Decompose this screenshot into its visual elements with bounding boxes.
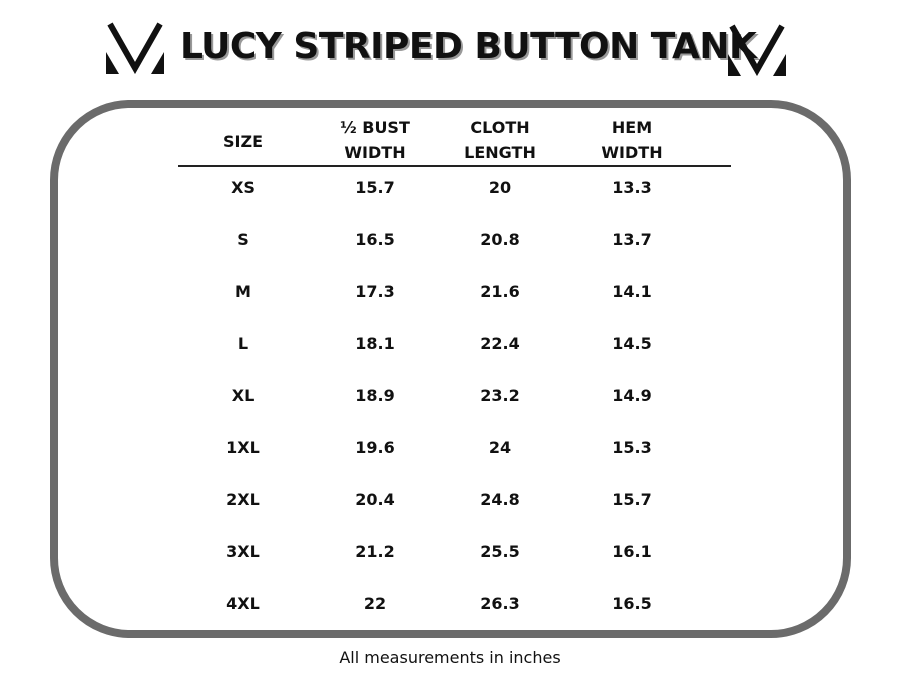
measurement-cell: 15.7	[612, 490, 652, 509]
page-title: LUCY STRIPED BUTTON TANK	[180, 26, 757, 67]
measurement-cell: 24.8	[480, 490, 520, 509]
measurement-cell: 22.4	[480, 334, 520, 353]
header-line: CLOTH	[470, 118, 530, 137]
size-label: S	[237, 230, 249, 249]
header-line: SIZE	[222, 132, 263, 151]
measurement-cell: 25.5	[480, 542, 520, 561]
header-line: WIDTH	[601, 143, 663, 162]
size-label: XS	[231, 178, 255, 197]
header-divider	[178, 165, 731, 167]
measurement-cell: 20.4	[355, 490, 395, 509]
column-header: HEM WIDTH	[562, 115, 702, 165]
size-label: M	[235, 282, 251, 301]
measurement-cell: 19.6	[355, 438, 395, 457]
measurement-cell: 26.3	[480, 594, 520, 613]
v-logo-icon	[106, 22, 164, 74]
size-label: L	[237, 334, 249, 353]
measurement-cell: 15.7	[355, 178, 395, 197]
measurement-cell: 17.3	[355, 282, 395, 301]
column-header: ½ BUST WIDTH	[305, 115, 445, 165]
header-line: HEM	[611, 118, 653, 137]
column-header: CLOTH LENGTH	[430, 115, 570, 165]
footnote: All measurements in inches	[339, 648, 561, 667]
header-line: LENGTH	[464, 143, 536, 162]
measurement-cell: 13.3	[612, 178, 652, 197]
table-frame	[50, 100, 851, 638]
measurement-cell: 16.1	[612, 542, 652, 561]
measurement-cell: 14.1	[612, 282, 652, 301]
size-label: 2XL	[226, 490, 260, 509]
measurement-cell: 14.9	[612, 386, 652, 405]
measurement-cell: 22	[363, 594, 387, 613]
size-label: 4XL	[226, 594, 260, 613]
measurement-cell: 24	[488, 438, 512, 457]
v-logo-icon	[728, 24, 786, 76]
size-label: 1XL	[226, 438, 260, 457]
measurement-cell: 23.2	[480, 386, 520, 405]
measurement-cell: 20	[488, 178, 512, 197]
measurement-cell: 18.1	[355, 334, 395, 353]
measurement-cell: 18.9	[355, 386, 395, 405]
measurement-cell: 20.8	[480, 230, 520, 249]
size-label: 3XL	[226, 542, 260, 561]
measurement-cell: 16.5	[612, 594, 652, 613]
measurement-cell: 16.5	[355, 230, 395, 249]
header-line: WIDTH	[344, 143, 406, 162]
measurement-cell: 15.3	[612, 438, 652, 457]
measurement-cell: 21.2	[355, 542, 395, 561]
measurement-cell: 21.6	[480, 282, 520, 301]
header-line: ½ BUST	[340, 118, 410, 137]
measurement-cell: 13.7	[612, 230, 652, 249]
column-header: SIZE	[173, 129, 313, 154]
measurement-cell: 14.5	[612, 334, 652, 353]
size-label: XL	[231, 386, 255, 405]
